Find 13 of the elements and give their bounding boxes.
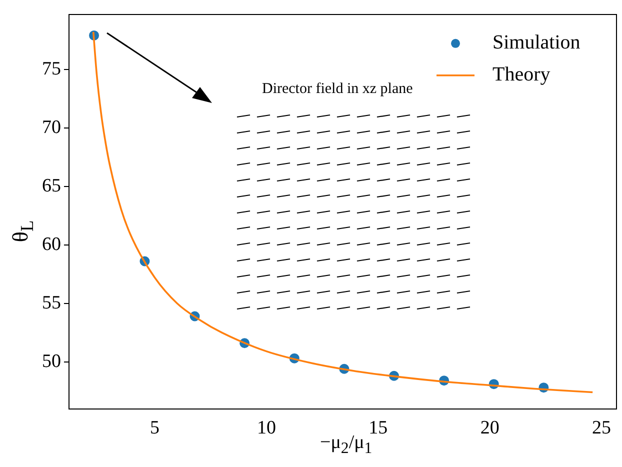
annotation: Director field in xz plane	[262, 81, 413, 98]
y-tick-label: 65	[42, 175, 61, 196]
legend-label: Simulation	[492, 32, 580, 54]
x-tick-label: 20	[480, 417, 500, 438]
y-tick-label: 75	[42, 58, 61, 80]
y-tick-label: 55	[42, 292, 61, 314]
y-tick-label: 70	[42, 116, 61, 138]
y-tick-label: 50	[42, 350, 61, 372]
legend-label: Theory	[492, 64, 550, 86]
x-tick-label: 25	[592, 417, 612, 438]
x-tick-label: 10	[256, 417, 276, 438]
y-tick-label: 60	[42, 234, 61, 255]
x-tick-label: 5	[150, 417, 160, 438]
